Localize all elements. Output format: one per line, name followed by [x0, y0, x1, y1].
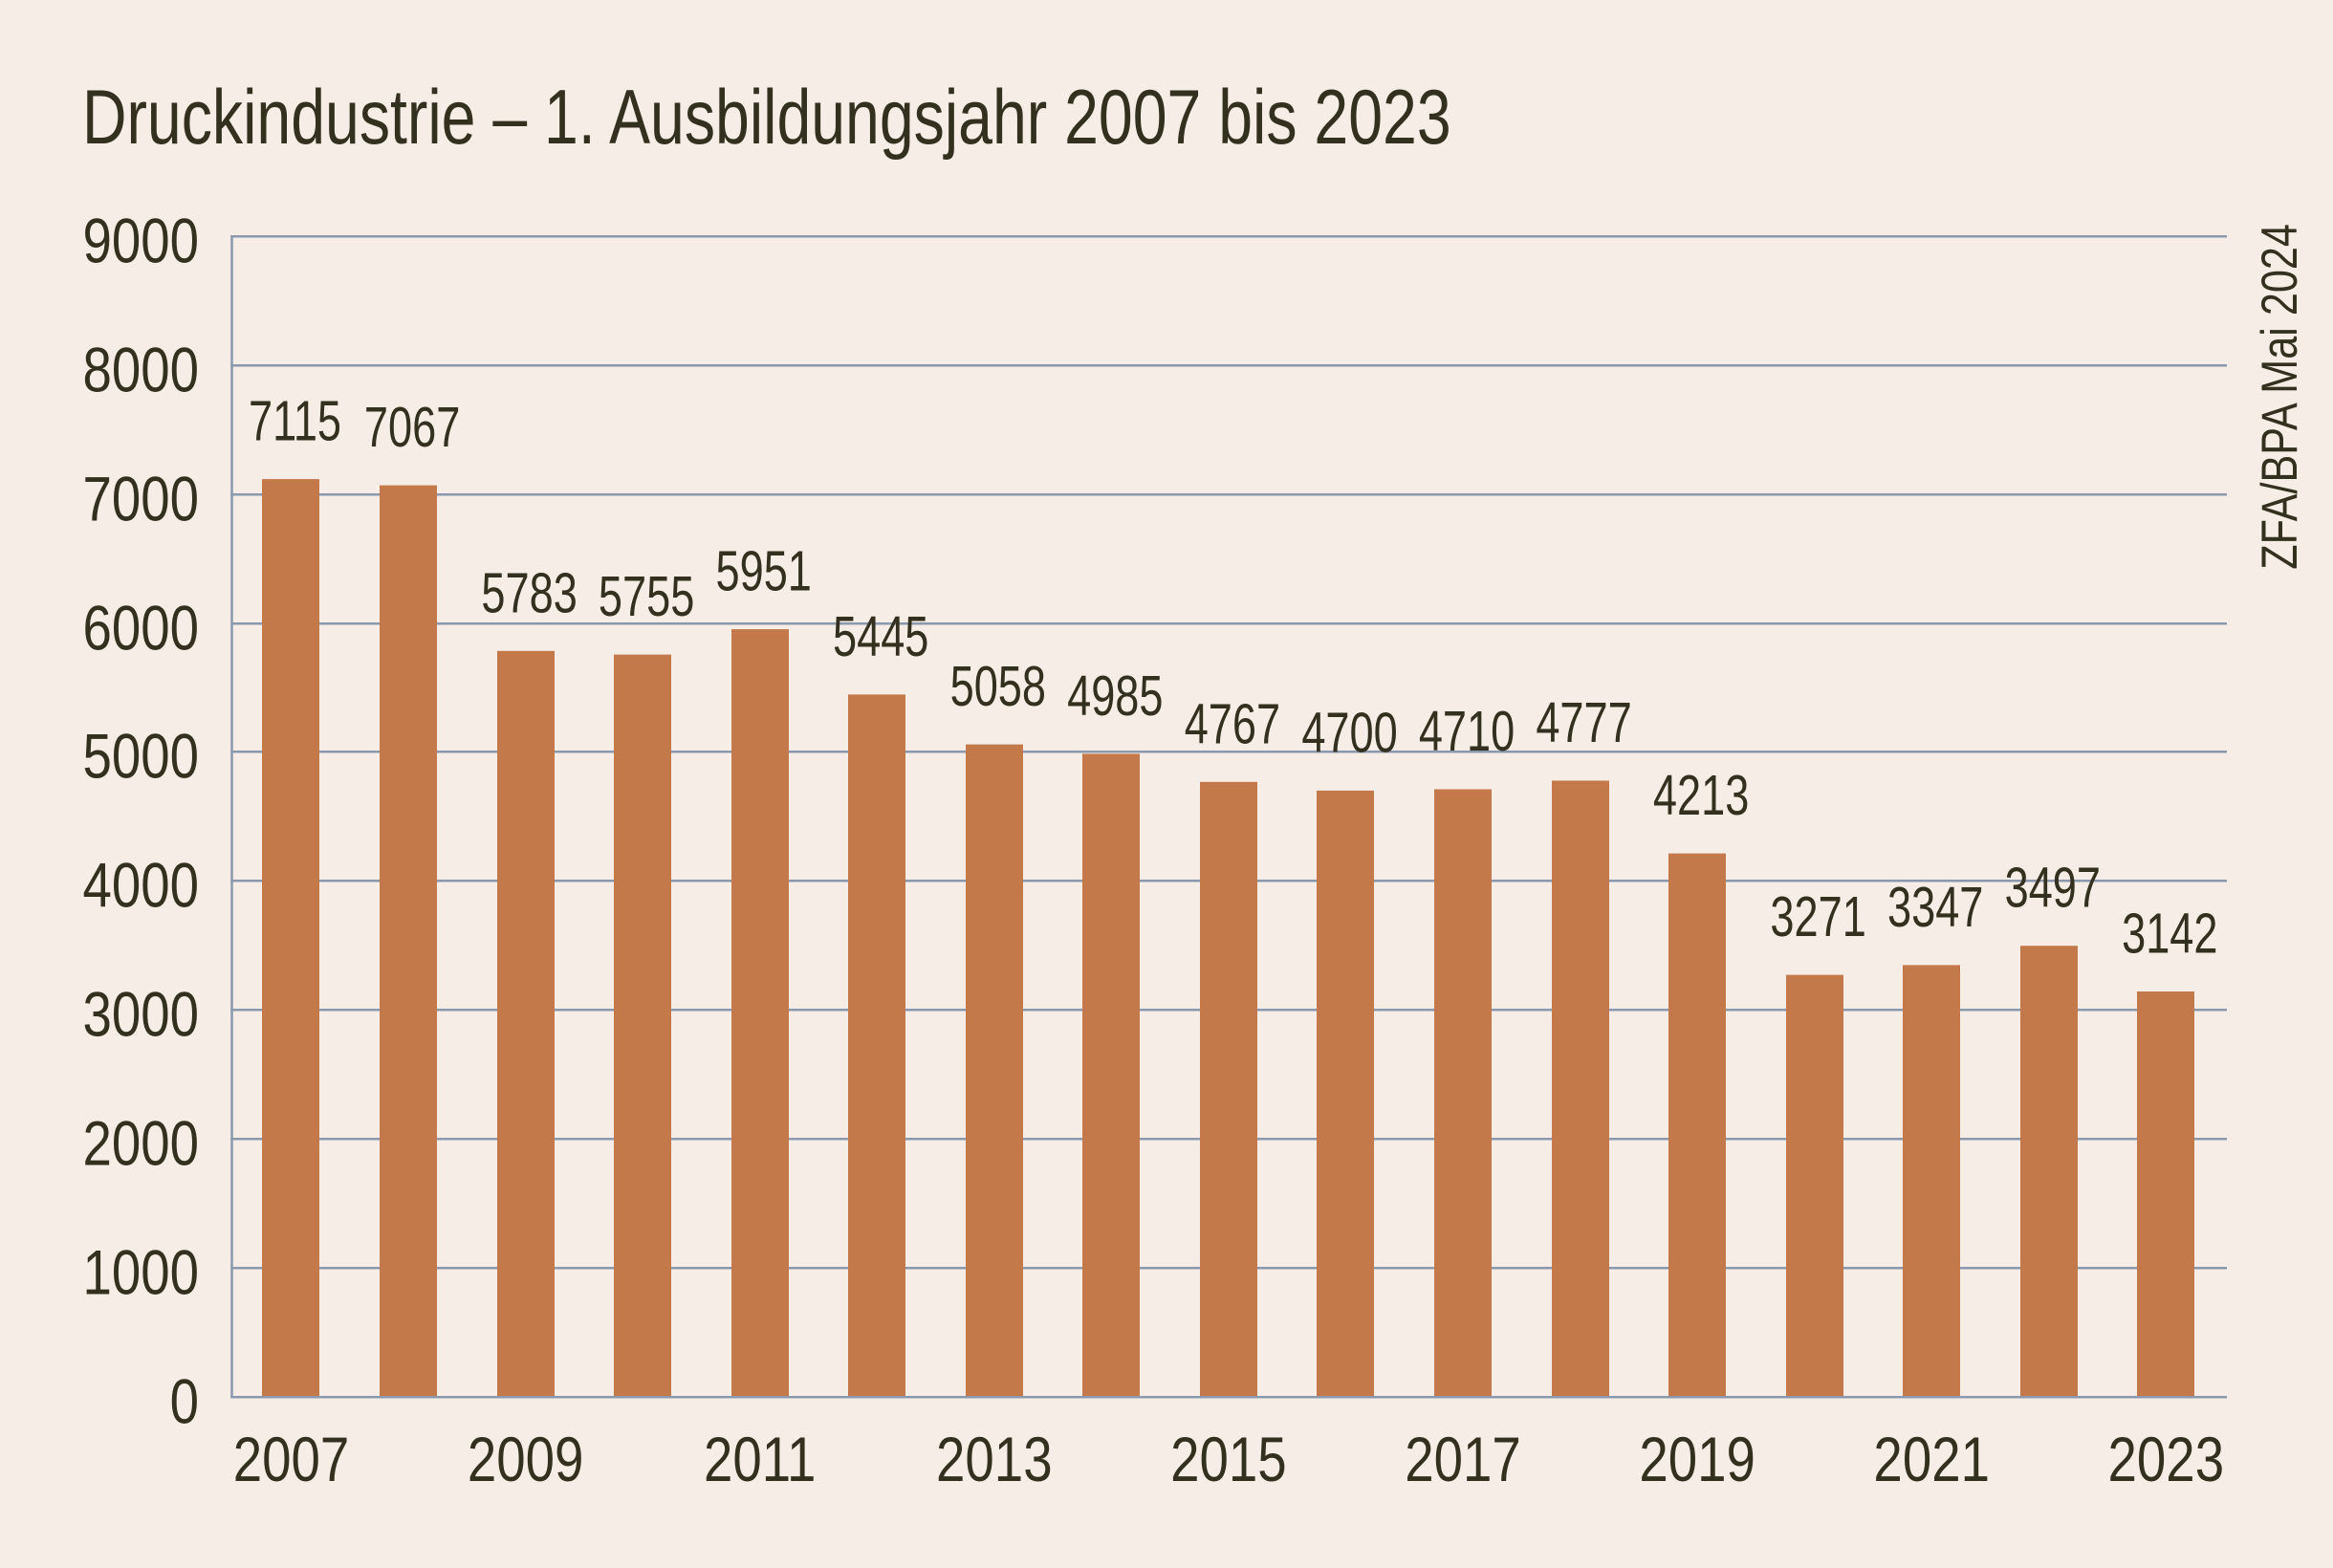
svg-text:5951: 5951: [716, 540, 812, 603]
svg-text:5755: 5755: [599, 565, 694, 628]
svg-text:2011: 2011: [704, 1424, 817, 1494]
svg-text:4213: 4213: [1653, 764, 1749, 827]
svg-text:3271: 3271: [1770, 885, 1865, 948]
svg-text:Druckindustrie – 1. Ausbildung: Druckindustrie – 1. Ausbildungsjahr 2007…: [82, 74, 1451, 161]
svg-text:3142: 3142: [2122, 903, 2217, 966]
svg-text:2013: 2013: [936, 1424, 1053, 1494]
svg-text:5000: 5000: [82, 720, 199, 791]
svg-text:6000: 6000: [82, 592, 199, 663]
svg-text:5783: 5783: [481, 562, 577, 625]
svg-text:2000: 2000: [82, 1107, 199, 1178]
svg-text:3497: 3497: [2005, 857, 2101, 920]
svg-text:7115: 7115: [249, 390, 341, 453]
svg-text:4767: 4767: [1185, 693, 1280, 756]
svg-text:4700: 4700: [1301, 702, 1397, 765]
svg-text:3347: 3347: [1887, 876, 1983, 939]
svg-text:1000: 1000: [82, 1236, 199, 1307]
svg-text:ZFA/BPA Mai 2024: ZFA/BPA Mai 2024: [2252, 224, 2308, 570]
svg-text:4985: 4985: [1067, 664, 1163, 728]
svg-text:7000: 7000: [82, 463, 199, 534]
svg-text:2015: 2015: [1170, 1424, 1287, 1494]
svg-text:4000: 4000: [82, 849, 199, 920]
svg-text:5058: 5058: [950, 655, 1046, 718]
svg-text:4710: 4710: [1419, 700, 1515, 763]
svg-text:5445: 5445: [833, 605, 928, 668]
svg-text:7067: 7067: [364, 396, 460, 459]
svg-text:2021: 2021: [1873, 1424, 1990, 1494]
svg-text:4777: 4777: [1536, 691, 1631, 754]
svg-text:2009: 2009: [468, 1424, 584, 1494]
svg-text:0: 0: [170, 1365, 199, 1436]
svg-text:3000: 3000: [82, 978, 199, 1049]
svg-text:2019: 2019: [1639, 1424, 1755, 1494]
svg-text:2017: 2017: [1405, 1424, 1521, 1494]
svg-text:9000: 9000: [82, 205, 199, 275]
svg-text:8000: 8000: [82, 334, 199, 404]
svg-text:2007: 2007: [233, 1424, 350, 1494]
svg-text:2023: 2023: [2108, 1424, 2225, 1494]
